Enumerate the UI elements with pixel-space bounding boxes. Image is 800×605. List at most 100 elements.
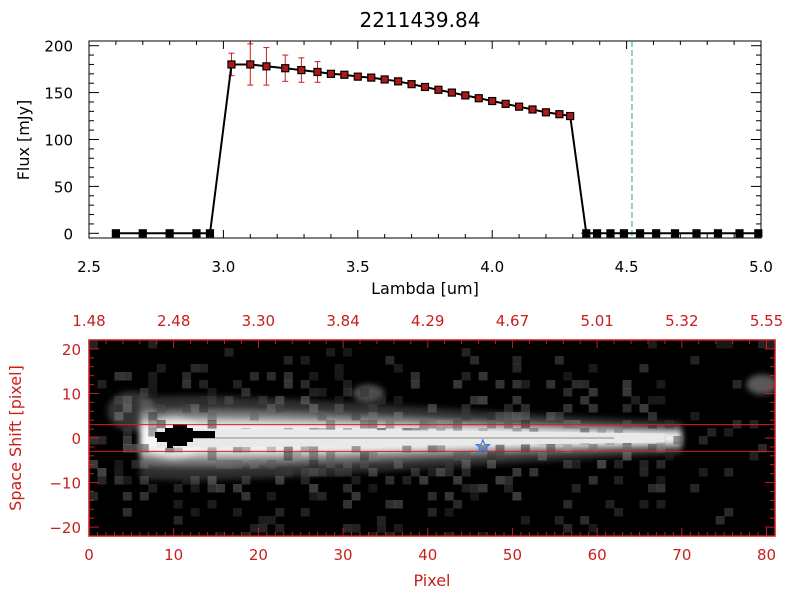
- noise-pixel: [139, 492, 149, 501]
- noise-pixel: [275, 476, 285, 485]
- noise-pixel: [453, 452, 463, 461]
- noise-pixel: [317, 468, 327, 477]
- noise-pixel: [520, 404, 530, 413]
- noise-pixel: [393, 364, 403, 373]
- noise-pixel: [275, 524, 285, 533]
- noise-pixel: [478, 484, 488, 493]
- noise-pixel: [300, 468, 310, 477]
- noise-pixel: [436, 444, 446, 453]
- noise-pixel: [165, 444, 175, 453]
- noise-pixel: [639, 364, 649, 373]
- noise-pixel: [580, 516, 590, 525]
- data-point: [541, 108, 551, 117]
- x-tick-labels-bottom: 0 10 20 30 40 50 60 70 80: [84, 546, 776, 564]
- noise-pixel: [520, 444, 530, 453]
- noise-pixel: [588, 364, 598, 373]
- noise-pixel: [309, 444, 319, 453]
- noise-pixel: [182, 380, 192, 389]
- noise-pixel: [461, 372, 471, 381]
- noise-pixel: [656, 484, 666, 493]
- noise-pixel: [647, 412, 657, 421]
- noise-pixel: [241, 388, 251, 397]
- noise-pixel: [300, 476, 310, 485]
- noise-pixel: [351, 412, 361, 421]
- y-tick-label: 50: [54, 178, 73, 196]
- noise-pixel: [580, 396, 590, 405]
- noise-pixel: [156, 404, 166, 413]
- data-point: [592, 229, 602, 238]
- x-tick-label: 2.5: [77, 258, 101, 276]
- noise-pixel: [148, 380, 158, 389]
- noise-pixel: [563, 388, 573, 397]
- data-point: [353, 72, 362, 81]
- data-point: [367, 73, 376, 82]
- noise-pixel: [258, 516, 268, 525]
- noise-pixel: [393, 460, 403, 469]
- x-tick-label: 60: [588, 546, 607, 564]
- noise-pixel: [368, 412, 378, 421]
- noise-pixel: [495, 452, 505, 461]
- noise-pixel: [673, 436, 683, 445]
- noise-pixel: [385, 356, 395, 365]
- noise-pixel: [360, 388, 369, 397]
- noise-pixel: [300, 380, 310, 389]
- noise-pixel: [131, 460, 141, 469]
- noise-pixel: [597, 428, 607, 437]
- noise-pixel: [639, 460, 649, 469]
- noise-pixel: [385, 532, 395, 536]
- noise-pixel: [317, 492, 327, 501]
- noise-pixel: [588, 404, 598, 413]
- wavelength-tick-label: 1.48: [72, 312, 105, 330]
- noise-pixel: [232, 484, 242, 493]
- noise-pixel: [207, 444, 217, 453]
- noise-pixel: [309, 372, 319, 381]
- noise-pixel: [436, 468, 446, 477]
- noise-pixel: [588, 388, 598, 397]
- noise-pixel: [368, 532, 378, 536]
- noise-pixel: [647, 444, 657, 453]
- noise-pixel: [512, 492, 522, 501]
- noise-pixel: [207, 412, 217, 421]
- noise-pixel: [478, 532, 488, 536]
- noise-pixel: [300, 356, 310, 365]
- x-tick-label: 3.0: [211, 258, 235, 276]
- data-point: [313, 67, 322, 77]
- noise-pixel: [766, 340, 775, 349]
- noise-pixel: [622, 380, 632, 389]
- noise-pixel: [546, 412, 556, 421]
- noise-pixel: [173, 444, 183, 453]
- data-point: [407, 80, 416, 89]
- wavelength-tick-label: 5.55: [750, 312, 783, 330]
- noise-pixel: [495, 476, 505, 485]
- noise-pixel: [647, 484, 657, 493]
- noise-pixel: [173, 484, 183, 493]
- top-plot-ticks: [88, 41, 762, 238]
- noise-pixel: [275, 508, 285, 517]
- data-point: [652, 229, 661, 238]
- noise-pixel: [427, 492, 437, 501]
- noise-pixel: [216, 484, 226, 493]
- noise-pixel: [266, 372, 276, 381]
- wavelength-tick-label: 5.01: [580, 312, 613, 330]
- noise-pixel: [461, 468, 471, 477]
- noise-pixel: [97, 476, 107, 485]
- x-tick-label: 40: [418, 546, 437, 564]
- noise-pixel: [571, 380, 581, 389]
- noise-pixel: [495, 444, 505, 453]
- noise-pixel: [453, 476, 463, 485]
- noise-pixel: [563, 460, 573, 469]
- data-point: [262, 62, 271, 71]
- noise-pixel: [258, 396, 268, 405]
- x-tick-label: 4.0: [480, 258, 504, 276]
- noise-pixel: [554, 516, 564, 525]
- noise-pixel: [385, 500, 395, 509]
- noise-pixel: [343, 484, 353, 493]
- noise-pixel: [597, 460, 607, 469]
- noise-pixel: [563, 444, 573, 453]
- noise-pixel: [758, 444, 768, 453]
- noise-pixel: [512, 468, 522, 477]
- noise-pixel: [326, 348, 336, 357]
- noise-pixel: [724, 508, 734, 517]
- noise-pixel: [317, 412, 327, 421]
- noise-pixel: [724, 428, 734, 437]
